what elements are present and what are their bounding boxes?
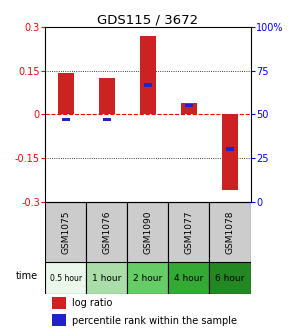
Bar (185, 104, 193, 108)
Bar (58, 73, 74, 114)
Bar (168, 262, 209, 294)
Bar (181, 103, 197, 114)
Text: GSM1090: GSM1090 (144, 210, 152, 254)
Bar (103, 118, 111, 122)
Text: 6 hour: 6 hour (215, 274, 245, 283)
Bar (45, 202, 86, 262)
Bar (226, 148, 234, 151)
Bar (144, 83, 152, 86)
Text: 2 hour: 2 hour (133, 274, 163, 283)
Text: GSM1075: GSM1075 (62, 210, 70, 254)
Text: GSM1076: GSM1076 (103, 210, 111, 254)
Bar (45, 262, 86, 294)
Bar (52, 297, 66, 309)
Bar (140, 36, 156, 114)
Bar (99, 78, 115, 114)
Text: percentile rank within the sample: percentile rank within the sample (72, 316, 237, 326)
Bar (168, 202, 209, 262)
Bar (209, 262, 251, 294)
Bar (86, 262, 127, 294)
Title: GDS115 / 3672: GDS115 / 3672 (97, 14, 199, 27)
Text: time: time (16, 271, 38, 282)
Text: 1 hour: 1 hour (92, 274, 122, 283)
Bar (127, 202, 168, 262)
Text: 4 hour: 4 hour (174, 274, 204, 283)
Bar (86, 202, 127, 262)
Bar (52, 314, 66, 327)
Bar (127, 262, 168, 294)
Bar (209, 202, 251, 262)
Bar (222, 114, 238, 190)
Text: GSM1078: GSM1078 (226, 210, 234, 254)
Text: GSM1077: GSM1077 (185, 210, 193, 254)
Bar (62, 118, 70, 122)
Text: log ratio: log ratio (72, 298, 113, 308)
Text: 0.5 hour: 0.5 hour (50, 274, 82, 283)
